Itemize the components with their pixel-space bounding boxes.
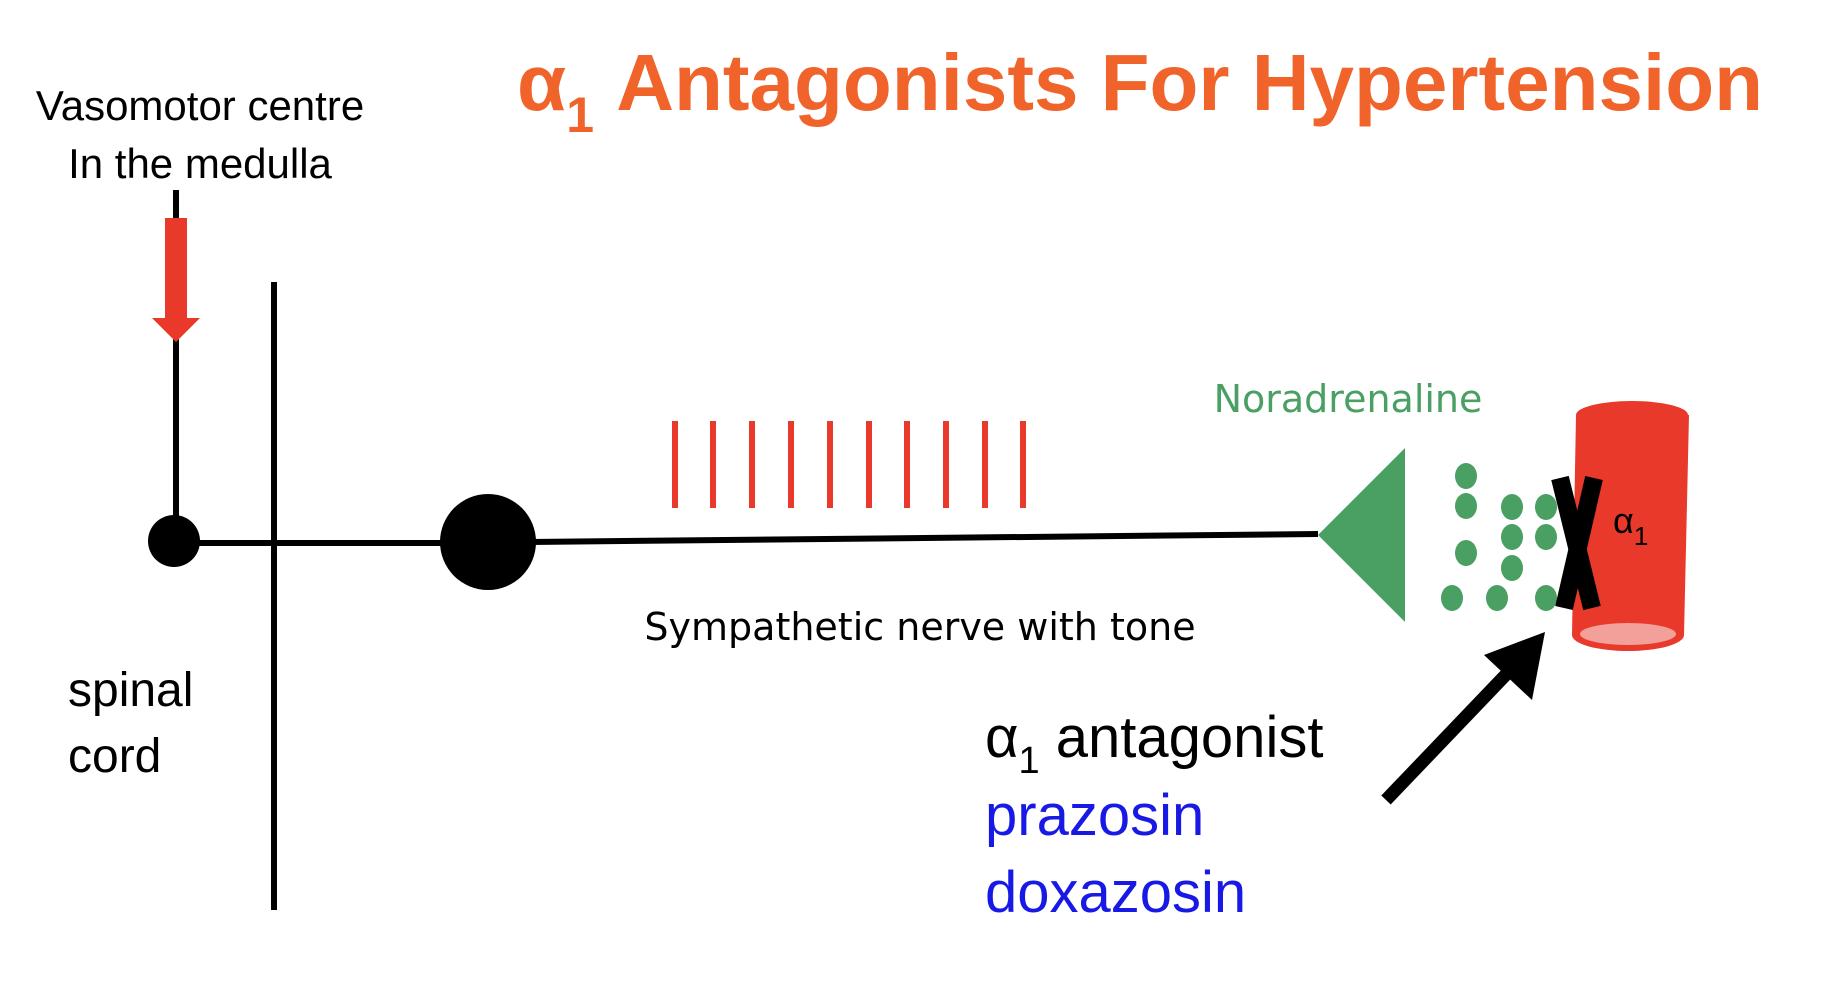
noradrenaline-dot xyxy=(1501,494,1523,520)
ganglion-cell-body xyxy=(440,494,536,590)
nerve-impulses xyxy=(672,421,1026,508)
vasomotor-label-line1: Vasomotor centre xyxy=(36,82,364,129)
sympathetic-nerve-label: Sympathetic nerve with tone xyxy=(644,605,1195,649)
title-text: Antagonists For Hypertension xyxy=(594,38,1763,127)
vasomotor-label-line2: In the medulla xyxy=(68,140,332,187)
title-subscript: 1 xyxy=(566,87,594,143)
noradrenaline-dot xyxy=(1486,585,1508,611)
noradrenaline-dot xyxy=(1441,585,1463,611)
spinal-cord-label-line1: spinal xyxy=(68,664,193,717)
noradrenaline-dot xyxy=(1455,540,1477,566)
noradrenaline-dot xyxy=(1501,555,1523,581)
noradrenaline-dot xyxy=(1535,585,1557,611)
noradrenaline-dot xyxy=(1535,524,1557,550)
noradrenaline-dot xyxy=(1501,524,1523,550)
noradrenaline-label: Noradrenaline xyxy=(1214,377,1483,421)
nerve-terminal xyxy=(1318,448,1405,622)
sympathetic-nerve-axon xyxy=(529,531,1319,545)
page-title: α1 Antagonists For Hypertension xyxy=(517,38,1763,143)
alpha1-receptor-label: α1 xyxy=(1613,500,1648,551)
noradrenaline-dot xyxy=(1535,494,1557,520)
spinal-cord-label-line2: cord xyxy=(68,730,161,783)
antagonist-label: α1 antagonist xyxy=(985,705,1323,782)
title-alpha: α xyxy=(517,38,566,127)
receptor-block-x-icon xyxy=(1551,475,1603,611)
blood-vessel-icon xyxy=(1572,401,1689,651)
drug-prazosin: prazosin xyxy=(985,783,1204,848)
drug-doxazosin: doxazosin xyxy=(985,860,1246,925)
noradrenaline-dot xyxy=(1455,463,1477,489)
noradrenaline-dot xyxy=(1455,493,1477,519)
antagonist-arrow-icon xyxy=(1381,632,1545,805)
noradrenaline-molecules xyxy=(1441,463,1557,611)
descending-arrow-icon xyxy=(152,218,200,342)
